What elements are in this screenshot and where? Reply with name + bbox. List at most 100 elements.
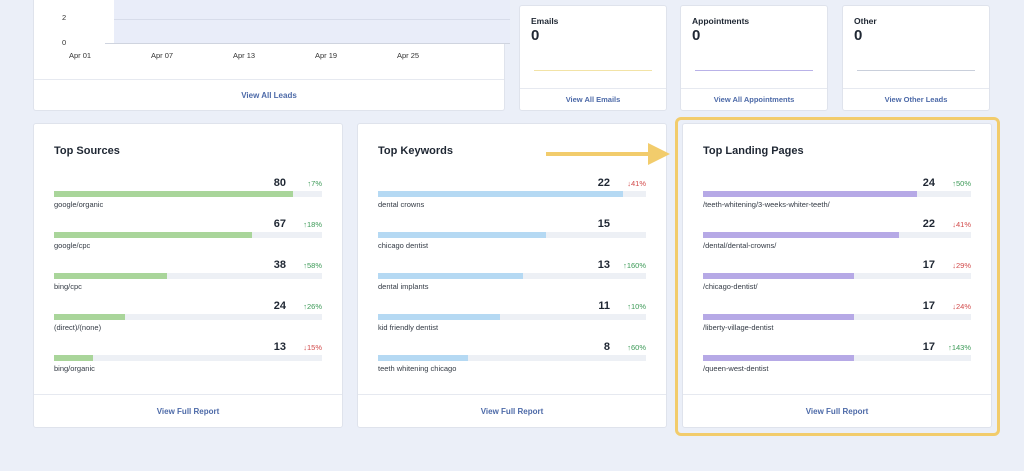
- change-badge: ↑58%: [303, 261, 322, 270]
- row-value: 17: [922, 300, 935, 312]
- sparkline: [857, 70, 975, 71]
- progress-track: [703, 232, 971, 238]
- emails-metric-card: Emails 0 View All Emails: [519, 5, 667, 111]
- progress-fill: [703, 191, 918, 197]
- change-badge: ↑50%: [952, 179, 971, 188]
- report-row: 13 ↓15% bing/organic: [54, 341, 322, 382]
- report-row: 24 ↑50% /teeth-whitening/3-weeks-whiter-te…: [703, 177, 971, 218]
- chart-x-axis: [105, 43, 510, 44]
- progress-fill: [703, 314, 855, 320]
- row-value: 80: [273, 177, 286, 189]
- row-value: 8: [603, 341, 610, 353]
- progress-track: [54, 273, 322, 279]
- view-other-leads-link[interactable]: View Other Leads: [843, 88, 989, 110]
- card-title: Top Landing Pages: [703, 145, 804, 157]
- row-label: /queen-west-dentist: [703, 364, 769, 373]
- row-label: google/cpc: [54, 241, 91, 250]
- row-value: 13: [273, 341, 286, 353]
- x-tick-label: Apr 01: [69, 51, 92, 60]
- row-label: /chicago-dentist/: [703, 282, 758, 291]
- report-row: 8 ↑60% teeth whitening chicago: [378, 341, 646, 382]
- progress-fill: [378, 314, 500, 320]
- view-full-report-link[interactable]: View Full Report: [34, 394, 342, 427]
- report-row: 17 ↑143% /queen-west-dentist: [703, 341, 971, 382]
- card-title: Top Keywords: [378, 145, 453, 157]
- row-value: 17: [922, 259, 935, 271]
- report-row: 22 ↓41% /dental/dental-crowns/: [703, 218, 971, 259]
- view-all-leads-link[interactable]: View All Leads: [34, 79, 504, 110]
- progress-track: [703, 191, 971, 197]
- progress-fill: [54, 191, 293, 197]
- progress-track: [54, 355, 322, 361]
- view-full-report-link[interactable]: View Full Report: [683, 394, 991, 427]
- change-badge: ↑60%: [627, 343, 646, 352]
- row-label: google/organic: [54, 200, 104, 209]
- card-title: Top Sources: [54, 145, 120, 157]
- progress-fill: [378, 355, 468, 361]
- change-badge: ↓24%: [952, 302, 971, 311]
- y-tick-label: 2: [62, 13, 67, 22]
- progress-track: [54, 191, 322, 197]
- progress-fill: [54, 232, 253, 238]
- change-badge: ↑7%: [307, 179, 322, 188]
- progress-track: [703, 355, 971, 361]
- progress-track: [378, 191, 646, 197]
- row-value: 22: [597, 177, 610, 189]
- progress-fill: [54, 355, 93, 361]
- report-row: 13 ↑160% dental implants: [378, 259, 646, 300]
- leads-chart-area: [114, 0, 510, 44]
- metric-title: Other: [854, 16, 877, 26]
- progress-track: [703, 273, 971, 279]
- x-tick-label: Apr 13: [233, 51, 256, 60]
- metric-title: Emails: [531, 16, 559, 26]
- top-landing-pages-card: Top Landing Pages 24 ↑50% /teeth-whitening…: [682, 123, 992, 428]
- chart-gridline: [114, 19, 510, 20]
- other-metric-card: Other 0 View Other Leads: [842, 5, 990, 111]
- progress-track: [54, 232, 322, 238]
- row-label: dental implants: [378, 282, 429, 291]
- row-value: 24: [273, 300, 286, 312]
- row-label: bing/cpc: [54, 282, 82, 291]
- progress-track: [54, 314, 322, 320]
- row-value: 67: [273, 218, 286, 230]
- view-full-report-link[interactable]: View Full Report: [358, 394, 666, 427]
- row-label: /dental/dental-crowns/: [703, 241, 777, 250]
- report-row: 17 ↓24% /liberty-village-dentist: [703, 300, 971, 341]
- row-value: 22: [922, 218, 935, 230]
- progress-fill: [378, 191, 624, 197]
- progress-track: [378, 314, 646, 320]
- change-badge: ↓29%: [952, 261, 971, 270]
- progress-fill: [378, 273, 523, 279]
- view-all-emails-link[interactable]: View All Emails: [520, 88, 666, 110]
- view-all-appointments-link[interactable]: View All Appointments: [681, 88, 827, 110]
- report-row: 22 ↓41% dental crowns: [378, 177, 646, 218]
- report-row: 24 ↑26% (direct)/(none): [54, 300, 322, 341]
- appointments-metric-card: Appointments 0 View All Appointments: [680, 5, 828, 111]
- progress-track: [378, 355, 646, 361]
- pointer-arrow-icon: [546, 143, 670, 165]
- change-badge: ↓41%: [952, 220, 971, 229]
- row-label: chicago dentist: [378, 241, 429, 250]
- change-badge: ↑160%: [623, 261, 646, 270]
- x-tick-label: Apr 25: [397, 51, 420, 60]
- progress-track: [703, 314, 971, 320]
- metric-value: 0: [531, 27, 540, 44]
- row-value: 17: [922, 341, 935, 353]
- report-row: 15 chicago dentist: [378, 218, 646, 259]
- top-keywords-card: Top Keywords 22 ↓41% dental crowns 15 chicag…: [357, 123, 667, 428]
- x-tick-label: Apr 07: [151, 51, 174, 60]
- sparkline: [534, 70, 652, 71]
- row-label: (direct)/(none): [54, 323, 102, 332]
- row-value: 11: [598, 300, 610, 312]
- change-badge: ↑143%: [948, 343, 971, 352]
- metric-value: 0: [854, 27, 863, 44]
- top-sources-card: Top Sources 80 ↑7% google/organic 67 ↑18% goo…: [33, 123, 343, 428]
- report-row: 67 ↑18% google/cpc: [54, 218, 322, 259]
- progress-track: [378, 232, 646, 238]
- progress-fill: [54, 314, 126, 320]
- row-value: 15: [597, 218, 610, 230]
- row-label: bing/organic: [54, 364, 95, 373]
- row-label: /teeth-whitening/3-weeks-whiter-teeth/: [703, 200, 830, 209]
- progress-fill: [703, 273, 855, 279]
- change-badge: ↑26%: [303, 302, 322, 311]
